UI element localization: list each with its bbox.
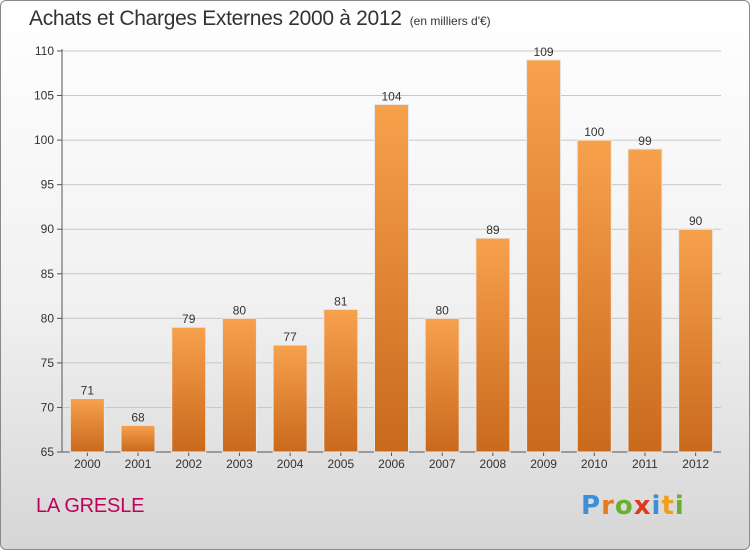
bars bbox=[69, 59, 714, 453]
y-tick-label-70: 70 bbox=[41, 400, 55, 414]
y-tick-label-105: 105 bbox=[34, 89, 54, 103]
proxiti-logo: Proxiti bbox=[581, 491, 685, 521]
value-label-2008: 89 bbox=[486, 223, 500, 237]
x-tick-label-2011: 2011 bbox=[632, 457, 658, 471]
bar-2008 bbox=[475, 237, 511, 453]
bar-2006 bbox=[374, 103, 409, 453]
bar-2011 bbox=[627, 148, 663, 453]
chart-title: Achats et Charges Externes 2000 à 2012 (e… bbox=[29, 7, 491, 31]
x-tick-label-2007: 2007 bbox=[429, 457, 456, 471]
value-label-2012: 90 bbox=[689, 214, 703, 228]
y-tick-label-90: 90 bbox=[41, 222, 55, 236]
value-label-2002: 79 bbox=[182, 312, 196, 326]
x-tick-label-2006: 2006 bbox=[378, 457, 405, 471]
bar-2009 bbox=[526, 59, 562, 453]
bar-2002 bbox=[171, 326, 207, 453]
x-tick-label-2010: 2010 bbox=[581, 457, 608, 471]
value-label-2010: 100 bbox=[584, 125, 604, 139]
commune-name: LA GRESLE bbox=[36, 495, 145, 517]
x-tick-label-2012: 2012 bbox=[682, 457, 709, 471]
bar-2007 bbox=[424, 317, 460, 453]
x-tick-label-2008: 2008 bbox=[480, 457, 507, 471]
bar-2005 bbox=[323, 308, 359, 453]
y-tick-label-100: 100 bbox=[34, 133, 54, 147]
x-tick-label-2001: 2001 bbox=[125, 457, 152, 471]
y-tick-label-65: 65 bbox=[41, 445, 55, 459]
chart-unit: (en milliers d'€) bbox=[409, 14, 491, 28]
labels: 65 70 75 80 85 90 95 100 105 110 71 2000 68 2001 79 200… bbox=[34, 44, 709, 471]
value-label-2009: 109 bbox=[534, 45, 554, 59]
y-tick-label-80: 80 bbox=[41, 311, 55, 325]
value-label-2007: 80 bbox=[436, 303, 450, 317]
value-label-2004: 77 bbox=[283, 330, 297, 344]
bar-2000 bbox=[69, 398, 105, 453]
y-tick-label-110: 110 bbox=[35, 44, 54, 58]
bar-2010 bbox=[576, 139, 612, 453]
bar-2012 bbox=[678, 228, 714, 453]
x-tick-label-2009: 2009 bbox=[530, 457, 557, 471]
x-tick-label-2003: 2003 bbox=[226, 457, 253, 471]
x-tick-label-2000: 2000 bbox=[74, 457, 101, 471]
bar-2003 bbox=[221, 317, 257, 453]
x-tick-label-2002: 2002 bbox=[175, 457, 202, 471]
value-label-2006: 104 bbox=[381, 89, 401, 103]
chart-title-text: Achats et Charges Externes 2000 à 2012 bbox=[29, 7, 402, 30]
y-tick-label-75: 75 bbox=[41, 356, 55, 370]
value-label-2001: 68 bbox=[131, 410, 145, 424]
value-label-2003: 80 bbox=[233, 303, 247, 317]
value-label-2005: 81 bbox=[334, 294, 348, 308]
x-tick-label-2004: 2004 bbox=[277, 457, 304, 471]
y-tick-label-85: 85 bbox=[41, 267, 55, 281]
bar-2001 bbox=[120, 424, 156, 453]
bar-2004 bbox=[272, 344, 308, 453]
value-label-2000: 71 bbox=[81, 384, 95, 398]
x-tick-label-2005: 2005 bbox=[327, 457, 354, 471]
y-tick-label-95: 95 bbox=[41, 178, 55, 192]
value-label-2011: 99 bbox=[638, 134, 652, 148]
